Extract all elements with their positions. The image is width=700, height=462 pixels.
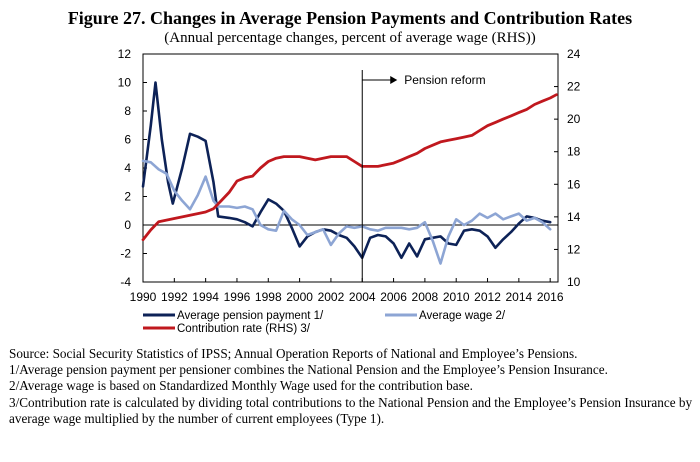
x-tick-label: 1998 (255, 290, 282, 304)
y-right-tick-label: 10 (567, 275, 581, 289)
series-line-3 (141, 93, 558, 242)
x-tick-label: 2004 (349, 290, 376, 304)
series-line-2 (141, 159, 552, 265)
x-tick-label: 2002 (318, 290, 345, 304)
y-left-tick-label: 6 (124, 133, 131, 147)
y-left-tick-label: 4 (124, 161, 131, 175)
reform-label: Pension reform (404, 73, 485, 87)
y-right-tick-label: 20 (567, 112, 581, 126)
legend-label-3: Contribution rate (RHS) 3/ (177, 323, 311, 335)
y-right-tick-label: 12 (567, 242, 581, 256)
chart-title: Figure 27. Changes in Average Pension Pa… (67, 8, 633, 28)
x-tick-label: 2016 (537, 290, 564, 304)
y-left-tick-label: 8 (124, 104, 131, 118)
x-tick-label: 2006 (380, 290, 407, 304)
y-left-tick-label: -2 (120, 247, 131, 261)
y-right-tick-label: 16 (567, 177, 581, 191)
x-tick-label: 1990 (130, 290, 157, 304)
x-tick-label: 1992 (161, 290, 188, 304)
y-right-tick-label: 14 (567, 210, 581, 224)
x-tick-label: 1996 (224, 290, 251, 304)
y-left-tick-label: 12 (118, 47, 132, 61)
chart-subtitle: (Annual percentage changes, percent of a… (164, 30, 536, 46)
y-right-tick-label: 18 (567, 145, 581, 159)
y-left-tick-label: -4 (120, 275, 131, 289)
y-right-tick-label: 22 (567, 80, 581, 94)
x-tick-label: 2000 (286, 290, 313, 304)
x-tick-label: 2012 (474, 290, 501, 304)
legend-label-2: Average wage 2/ (419, 310, 506, 322)
x-tick-label: 2014 (505, 290, 532, 304)
footnote-1: 1/Average pension payment per pensioner … (9, 362, 608, 378)
x-tick-label: 2008 (412, 290, 439, 304)
x-tick-label: 1994 (192, 290, 219, 304)
y-left-tick-label: 0 (124, 218, 131, 232)
y-right-tick-label: 24 (567, 47, 581, 61)
footnote-2: 2/Average wage is based on Standardized … (9, 378, 473, 394)
source-note: Source: Social Security Statistics of IP… (9, 346, 578, 361)
footnote-3: 3/Contribution rate is calculated by div… (9, 394, 693, 426)
chart-notes: Source: Social Security Statistics of IP… (9, 346, 695, 427)
legend-label-1: Average pension payment 1/ (177, 310, 324, 322)
series-line-1 (141, 81, 552, 260)
x-tick-label: 2010 (443, 290, 470, 304)
y-left-tick-label: 2 (124, 190, 131, 204)
y-left-tick-label: 10 (118, 76, 132, 90)
